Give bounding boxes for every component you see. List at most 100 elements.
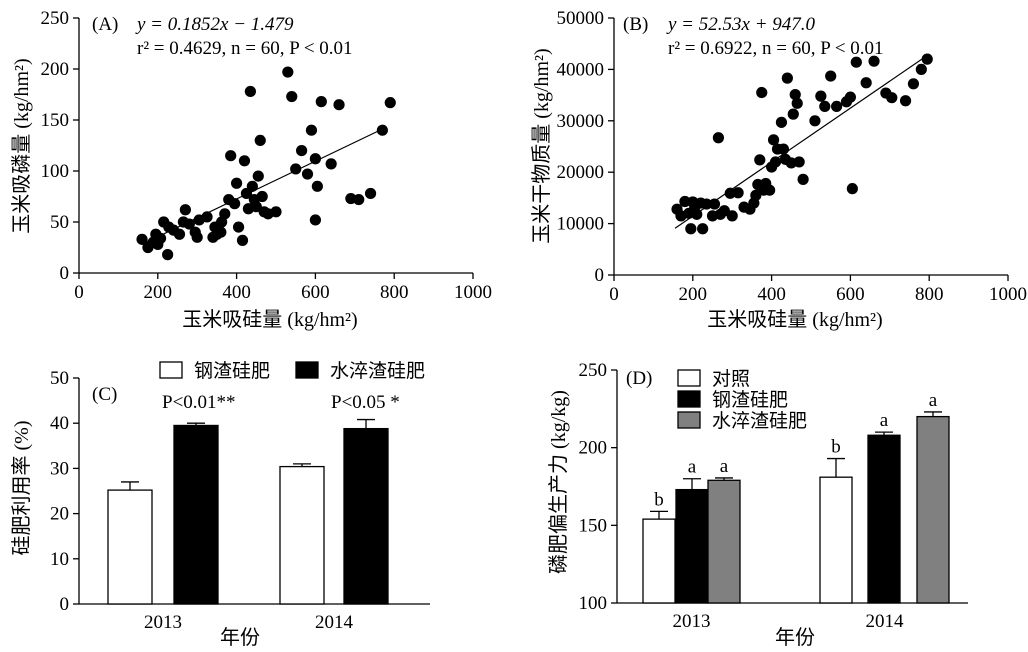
panel-c-y-tick-label: 30 (50, 458, 69, 479)
panel-a-data-point (191, 231, 203, 243)
panel-b-data-point (819, 100, 831, 113)
panel-c-bar-2013-s1 (173, 424, 219, 605)
panel-d-x-axis-title: 年份 (775, 626, 815, 649)
panel-b-x-tick-label: 600 (836, 284, 865, 305)
panel-b-data-point (708, 198, 721, 210)
panel-b-data-point (726, 210, 738, 222)
panel-a-data-point (136, 233, 148, 245)
panel-a-data-point (254, 134, 266, 146)
panel-b-y-axis-title: 玉米干物质量 (kg/hm²) (530, 48, 553, 243)
panel-a-data-point (173, 228, 186, 240)
panel-a-y-tick-label: 200 (41, 59, 70, 80)
panel-b-data-point (815, 90, 827, 102)
panel-d-significance-letter: b (654, 489, 664, 510)
panel-a-data-point (179, 204, 191, 216)
panel-a-data-point (333, 99, 345, 111)
panel-b-scatter: (B) y = 52.53x + 947.0 r² = 0.6922, n = … (530, 8, 1027, 331)
panel-a-data-point (232, 221, 245, 233)
panel-d-bar-2013-s2 (707, 479, 741, 604)
panel-a-y-tick-label: 0 (60, 263, 70, 284)
panel-b-data-point (685, 223, 697, 235)
panel-d-label: (D) (626, 368, 652, 389)
panel-a-data-point (231, 177, 243, 189)
legend-label-steel-slag: 钢渣硅肥 (194, 360, 270, 382)
panel-b-data-point (797, 173, 809, 185)
panel-b-data-point (825, 70, 837, 82)
panel-b-x-tick-label: 1000 (989, 284, 1027, 305)
panel-d-significance-letter: a (880, 410, 889, 431)
panel-b-data-point (775, 116, 788, 128)
panel-a-data-point (238, 155, 251, 167)
panel-b-x-tick-label: 400 (757, 284, 786, 305)
panel-c-x-tick-label: 2013 (144, 612, 182, 633)
panel-a-data-point (286, 90, 298, 103)
panel-a-x-tick-label: 1000 (454, 282, 492, 303)
panel-b-data-point (915, 63, 927, 75)
panel-d-significance-letter: a (688, 457, 697, 478)
panel-a-regression-line (141, 126, 387, 245)
panel-a-data-point (244, 85, 256, 98)
panel-a-data-point (154, 232, 167, 244)
panel-a-data-point (309, 153, 321, 165)
panel-a-data-point (353, 193, 365, 206)
legend-swatch-water-quenched-slag (295, 361, 319, 379)
panel-b-data-point (850, 56, 862, 68)
legend-label-control: 对照 (712, 368, 750, 390)
legend-label-water-quenched-slag: 水淬渣硅肥 (712, 410, 807, 432)
panel-a-x-tick-label: 0 (74, 282, 84, 303)
panel-c-bar-2013-s0 (107, 489, 153, 605)
panel-b-data-point (754, 154, 766, 166)
panel-a-data-point (311, 180, 323, 192)
panel-b-data-point (756, 86, 768, 99)
panel-b-y-tick-label: 30000 (557, 111, 605, 132)
panel-b-data-point (789, 88, 801, 101)
panel-b-data-point (846, 183, 858, 195)
panel-b-equation: y = 52.53x + 947.0 (666, 14, 816, 35)
panel-b-data-point (700, 198, 713, 210)
panel-c-bar: (C) 钢渣硅肥 水淬渣硅肥 P<0.01** P<0.05 * 0 10 20 30… (10, 360, 430, 649)
panel-b-y-tick-label: 40000 (557, 59, 605, 80)
panel-d-legend: 对照 钢渣硅肥 水淬渣硅肥 (677, 368, 807, 432)
panel-a-scatter: (A) y = 0.1852x − 1.479 r² = 0.4629, n =… (10, 8, 492, 331)
panel-d-significance-letter: b (831, 437, 841, 458)
panel-b-y-tick-label: 20000 (557, 162, 605, 183)
panel-d-significance-letter: a (720, 456, 729, 477)
panel-c-label: (C) (92, 384, 117, 405)
panel-a-stats: r² = 0.4629, n = 60, P < 0.01 (137, 38, 353, 59)
panel-c-x-axis-title: 年份 (220, 626, 260, 649)
panel-b-y-tick-label: 10000 (557, 214, 605, 235)
legend-label-water-quenched-slag: 水淬渣硅肥 (330, 360, 425, 382)
panel-b-data-point (907, 78, 920, 90)
panel-d-y-tick-label: 150 (579, 515, 608, 536)
panel-c-legend: 钢渣硅肥 水淬渣硅肥 (159, 360, 425, 382)
panel-a-data-point (325, 158, 337, 170)
panel-b-data-point (769, 156, 782, 168)
panel-a-y-tick-label: 100 (41, 161, 70, 182)
legend-label-steel-slag: 钢渣硅肥 (712, 389, 788, 411)
panel-b-data-point (793, 156, 805, 168)
panel-a-data-point (296, 145, 308, 157)
panel-b-data-point (921, 53, 933, 65)
panel-a-data-point (162, 249, 174, 261)
panel-a-data-point (364, 187, 377, 200)
panel-a-data-point (219, 208, 231, 220)
panel-c-y-tick-label: 20 (50, 504, 69, 525)
panel-a-data-point (376, 124, 388, 136)
panel-c-y-tick-label: 50 (50, 368, 69, 389)
panel-d-y-axis-title: 磷肥偏生产力 (kg/kg) (547, 390, 570, 574)
panel-c-y-tick-label: 10 (50, 549, 69, 570)
panel-a-data-point (215, 226, 227, 238)
panel-c-y-tick-label: 40 (50, 413, 69, 434)
panel-c-y-axis-title: 硅肥利用率 (%) (10, 421, 33, 556)
panel-a-x-tick-label: 600 (301, 282, 330, 303)
panel-c-bar-2014-s0 (279, 465, 325, 605)
panel-d-bar-2013-s1 (675, 488, 709, 604)
panel-a-y-axis-title: 玉米吸磷量 (kg/hm²) (10, 58, 33, 233)
panel-a-y-tick-label: 50 (50, 212, 69, 233)
panel-d-y-tick-label: 100 (579, 593, 608, 614)
panel-b-stats: r² = 0.6922, n = 60, P < 0.01 (668, 38, 884, 59)
panel-a-y-tick-label: 150 (41, 110, 70, 131)
legend-swatch-water-quenched-slag (677, 411, 701, 429)
panel-a-label: (A) (92, 14, 118, 35)
